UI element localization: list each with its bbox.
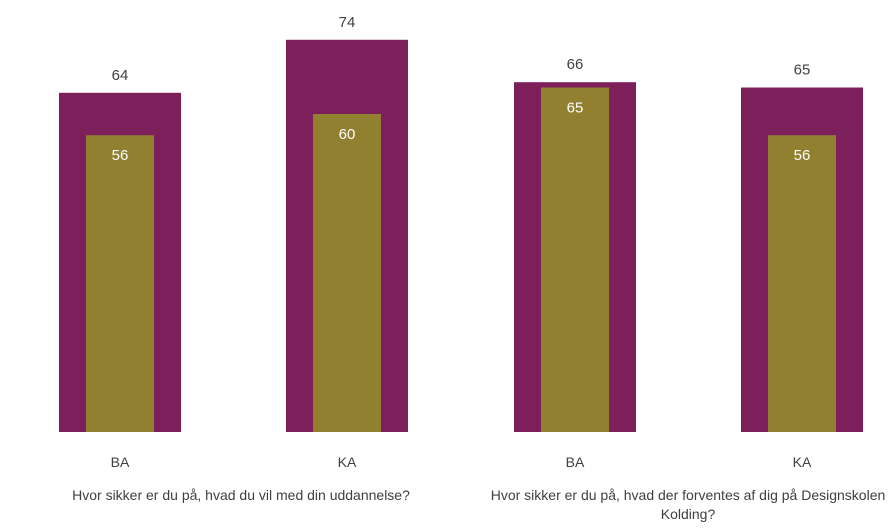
group-label-1: Hvor sikker er du på, hvad du vil med di… (72, 487, 410, 503)
outer-value-label-3: 66 (567, 56, 584, 73)
inner-bar-3 (541, 87, 609, 432)
category-label-1: BA (111, 454, 130, 470)
outer-value-label-2: 74 (339, 14, 356, 31)
group-label-2: Hvor sikker er du på, hvad der forventes… (490, 487, 886, 522)
outer-value-label-1: 64 (112, 67, 129, 84)
inner-value-label-4: 56 (794, 147, 811, 164)
outer-value-label-4: 65 (794, 62, 811, 79)
inner-value-label-2: 60 (339, 126, 356, 143)
category-label-3: BA (566, 454, 585, 470)
category-label-2: KA (338, 454, 357, 470)
inner-bar-4 (768, 135, 836, 432)
inner-bar-1 (86, 135, 154, 432)
inner-value-label-1: 56 (112, 147, 129, 164)
inner-bar-2 (313, 114, 381, 432)
category-label-4: KA (793, 454, 812, 470)
inner-value-label-3: 65 (567, 100, 584, 117)
